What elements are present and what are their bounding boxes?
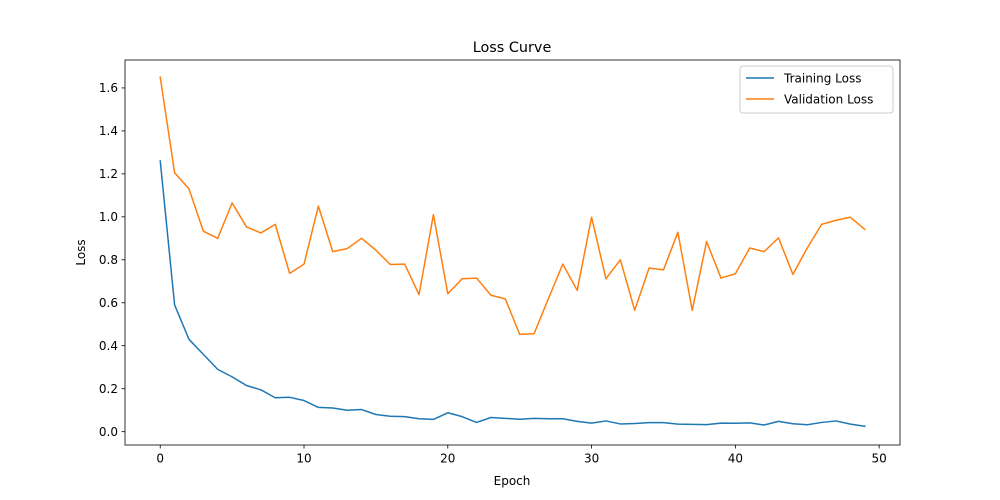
axes-frame — [124, 59, 901, 446]
y-tick-label: 0.6 — [99, 296, 118, 310]
chart-title: Loss Curve — [473, 40, 552, 56]
legend-label-training-loss: Training Loss — [783, 72, 861, 86]
y-tick-label: 1.4 — [99, 124, 118, 138]
x-tick-label: 30 — [584, 452, 599, 466]
plot-lines — [159, 76, 866, 428]
x-tick-label: 0 — [156, 452, 164, 466]
y-tick-label: 0.4 — [99, 339, 118, 353]
legend: Training Loss Validation Loss — [739, 65, 894, 114]
x-tick-label: 40 — [728, 452, 743, 466]
y-tick-label: 0.0 — [99, 425, 118, 439]
x-tick-label: 10 — [296, 452, 311, 466]
x-axis-ticks: 0 10 20 30 40 50 — [156, 445, 887, 466]
y-axis-ticks: 0.0 0.2 0.4 0.6 0.8 1.0 1.2 1.4 1.6 — [99, 81, 125, 439]
x-tick-label: 20 — [440, 452, 455, 466]
x-tick-label: 50 — [872, 452, 887, 466]
y-tick-label: 1.2 — [99, 167, 118, 181]
y-tick-label: 0.2 — [99, 382, 118, 396]
series-line-validation-loss — [159, 76, 866, 336]
legend-box — [739, 65, 894, 114]
series-line-training-loss — [159, 160, 866, 428]
y-tick-label: 0.8 — [99, 253, 118, 267]
y-tick-label: 1.0 — [99, 210, 118, 224]
y-tick-label: 1.6 — [99, 81, 118, 95]
y-axis-label: Loss — [74, 239, 88, 265]
legend-label-validation-loss: Validation Loss — [784, 93, 873, 107]
x-axis-label: Epoch — [494, 474, 531, 488]
